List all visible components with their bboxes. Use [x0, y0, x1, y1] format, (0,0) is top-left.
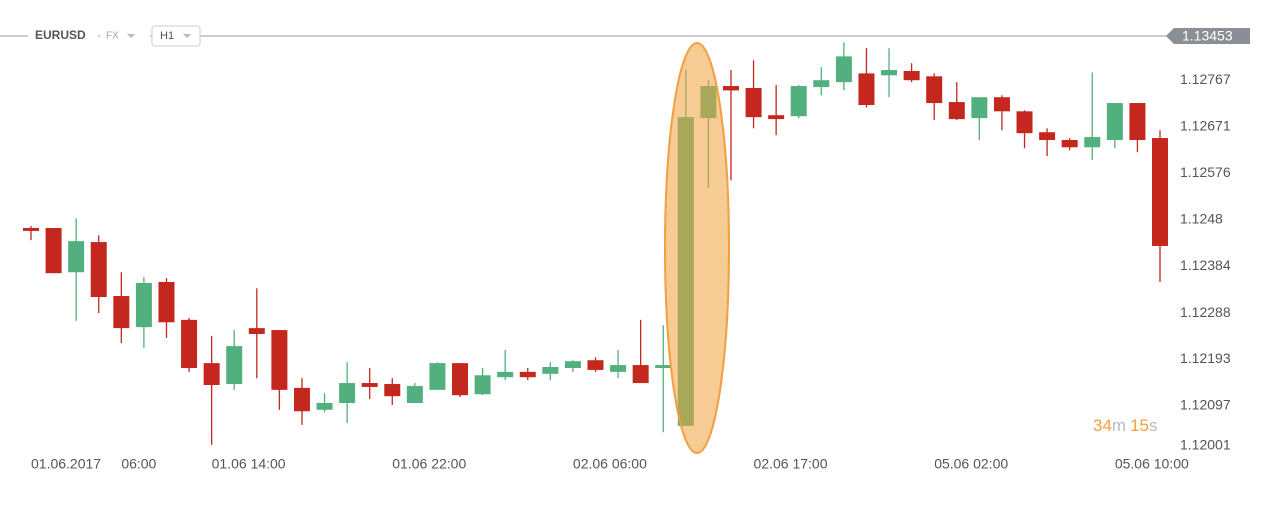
x-tick-label: 05.06 02:00	[934, 456, 1008, 472]
candle-body	[45, 227, 62, 274]
candle-body	[790, 86, 807, 117]
candle-body	[429, 363, 446, 390]
x-tick-label: 01.06 14:00	[212, 456, 286, 472]
candle-body	[971, 97, 988, 119]
candle-body	[497, 371, 514, 378]
candle-body	[1061, 140, 1078, 148]
candle-body	[1129, 103, 1146, 140]
candle-body	[1084, 137, 1101, 148]
y-tick-label: 1.12576	[1180, 164, 1231, 180]
candle-body	[632, 365, 649, 384]
timeframe[interactable]: H1	[160, 30, 174, 42]
candle-body	[68, 241, 85, 273]
candle-body	[1016, 111, 1033, 134]
y-tick-label: 1.12001	[1180, 437, 1231, 453]
price-tag-bg	[1166, 28, 1250, 44]
candle-body	[452, 363, 469, 396]
candle-body	[23, 227, 39, 231]
candle-body	[203, 363, 220, 385]
price-tag: 1.13453	[1182, 28, 1233, 44]
candle-body	[948, 102, 965, 120]
highlight	[664, 42, 730, 454]
candle-body	[610, 365, 627, 372]
market-dropdown[interactable]	[127, 34, 135, 38]
candle-body	[248, 328, 265, 334]
candle-body	[858, 73, 875, 105]
candle-body	[361, 383, 378, 387]
y-tick-label: 1.12671	[1180, 118, 1231, 134]
x-tick-label: 02.06 06:00	[573, 456, 647, 472]
y-tick-label: 1.12384	[1180, 257, 1231, 273]
y-tick-label: 1.1248	[1180, 210, 1223, 226]
y-tick-label: 1.12097	[1180, 397, 1231, 413]
candle-body	[271, 330, 288, 390]
x-tick-label: 06:00	[121, 456, 156, 472]
candle-body	[135, 282, 152, 328]
candle-body	[903, 70, 920, 81]
countdown-seconds: 15	[1130, 416, 1149, 435]
candle-body	[926, 76, 943, 104]
countdown-seconds-unit: s	[1149, 416, 1158, 435]
candle-body	[587, 360, 604, 370]
timeframe-dropdown[interactable]	[183, 34, 191, 38]
candle-body	[316, 402, 333, 410]
y-tick-label: 1.12193	[1180, 350, 1231, 366]
candle-body	[1106, 103, 1123, 140]
header-bg	[28, 27, 98, 45]
candle-body	[881, 70, 898, 76]
x-tick-label: 01.06.2017	[31, 456, 101, 472]
x-tick-label: 05.06 10:00	[1115, 456, 1189, 472]
candle-body	[835, 56, 852, 83]
candle-body	[339, 383, 356, 403]
candle-body	[384, 384, 401, 397]
x-tick-label: 02.06 17:00	[754, 456, 828, 472]
x-tick-label: 01.06 22:00	[392, 456, 466, 472]
candle-body	[768, 115, 785, 120]
timeframe-box[interactable]	[151, 25, 201, 47]
candle-body	[519, 371, 536, 378]
countdown: 34m 15s	[1093, 416, 1158, 435]
market-bg	[100, 27, 150, 45]
candle-body	[722, 86, 739, 91]
candle-body	[813, 80, 830, 88]
candle-body	[1039, 132, 1056, 140]
candle-body	[564, 361, 581, 368]
market: FX	[106, 31, 119, 42]
candle-body	[226, 346, 243, 385]
symbol: EURUSD	[35, 28, 86, 42]
countdown-minutes-unit: m	[1112, 416, 1126, 435]
candle-body	[90, 242, 107, 298]
candle-body	[745, 87, 762, 118]
candle-body	[181, 319, 198, 368]
candle-body	[655, 365, 672, 368]
candle-body	[158, 281, 175, 323]
countdown-minutes: 34	[1093, 416, 1112, 435]
y-tick-label: 1.12288	[1180, 304, 1231, 320]
candle-body	[293, 387, 310, 412]
candle-body	[474, 375, 491, 395]
candle-body	[113, 296, 130, 329]
candle-body	[542, 367, 559, 374]
y-tick-label: 1.12767	[1180, 71, 1231, 87]
candle-body	[406, 385, 423, 403]
candle-body	[993, 97, 1010, 112]
candle-body	[1152, 138, 1168, 246]
